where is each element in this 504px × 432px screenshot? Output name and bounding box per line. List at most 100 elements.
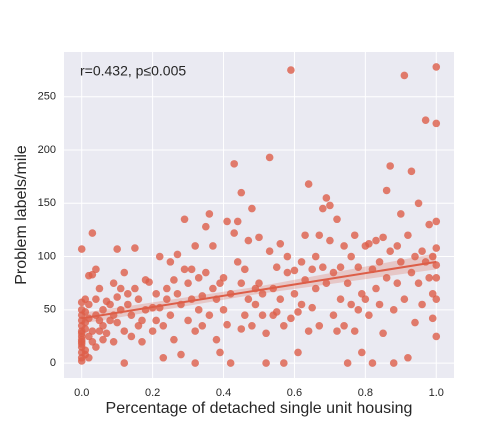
point (404, 353, 412, 362)
point (400, 71, 409, 80)
y-tick-label: 150 (38, 197, 56, 209)
point (350, 327, 359, 335)
point (272, 263, 281, 272)
point (361, 295, 370, 303)
x-tick-label: 1.0 (429, 387, 444, 399)
point (166, 311, 175, 319)
point (389, 306, 398, 314)
point (88, 337, 97, 346)
point (120, 359, 129, 367)
point (358, 290, 366, 298)
point (170, 335, 178, 344)
point (290, 290, 299, 298)
point (85, 332, 93, 341)
point (311, 252, 320, 261)
y-tick-label: 0 (50, 357, 56, 369)
point (255, 233, 263, 242)
point (152, 316, 160, 325)
point (343, 359, 352, 367)
x-tick-label: 0.2 (145, 387, 160, 399)
point (148, 327, 157, 335)
point (432, 295, 441, 303)
point (233, 217, 242, 226)
point (138, 337, 146, 346)
point (248, 204, 256, 213)
point (173, 290, 182, 298)
point (262, 359, 270, 367)
point (265, 247, 274, 256)
point (244, 236, 253, 245)
point (319, 204, 327, 213)
point (223, 217, 231, 226)
point (170, 276, 178, 284)
point (131, 244, 139, 252)
point (77, 340, 86, 348)
point (85, 300, 93, 309)
point (297, 300, 306, 309)
point (428, 290, 437, 298)
y-tick-label: 100 (38, 250, 56, 262)
point (272, 308, 281, 316)
point (418, 300, 426, 309)
point (99, 306, 107, 314)
point (219, 274, 228, 282)
trend-line (81, 260, 437, 320)
point (372, 284, 380, 293)
point (389, 359, 398, 367)
point (223, 320, 231, 329)
point (340, 242, 348, 250)
point (333, 215, 341, 224)
point (194, 306, 203, 314)
point (81, 325, 90, 333)
point (432, 217, 441, 226)
point (326, 236, 334, 245)
point (191, 359, 199, 367)
point (347, 300, 355, 309)
point (152, 290, 160, 298)
point (350, 231, 359, 240)
point (233, 258, 242, 266)
point (187, 265, 196, 274)
point (329, 268, 338, 277)
point (322, 194, 331, 202)
point (120, 327, 129, 335)
point (283, 268, 292, 277)
point (106, 300, 114, 309)
point (280, 359, 288, 367)
point (276, 295, 285, 303)
point (432, 274, 441, 282)
point (244, 295, 253, 303)
x-tick-label: 0.6 (287, 387, 302, 399)
point (287, 66, 295, 74)
point (191, 327, 199, 335)
point (354, 306, 363, 314)
point (432, 119, 441, 128)
point (397, 258, 405, 266)
point (184, 279, 192, 287)
x-tick-label: 0.8 (358, 387, 373, 399)
point (95, 327, 104, 335)
point (326, 201, 334, 210)
point (134, 295, 143, 303)
point (393, 242, 402, 250)
point (315, 321, 324, 330)
point (127, 311, 136, 319)
point (336, 263, 345, 272)
point (333, 327, 341, 335)
point (180, 265, 189, 274)
point (202, 222, 210, 231)
point (414, 199, 423, 208)
point (92, 343, 100, 351)
point (92, 265, 100, 274)
point (241, 311, 249, 319)
point (287, 314, 295, 323)
point (127, 332, 136, 341)
point (400, 295, 409, 303)
point (428, 252, 437, 261)
point (109, 279, 118, 287)
point (92, 295, 100, 303)
point (411, 318, 419, 327)
y-axis-label: Problem labels/mile (13, 145, 30, 285)
point (265, 153, 274, 162)
point (262, 329, 270, 338)
